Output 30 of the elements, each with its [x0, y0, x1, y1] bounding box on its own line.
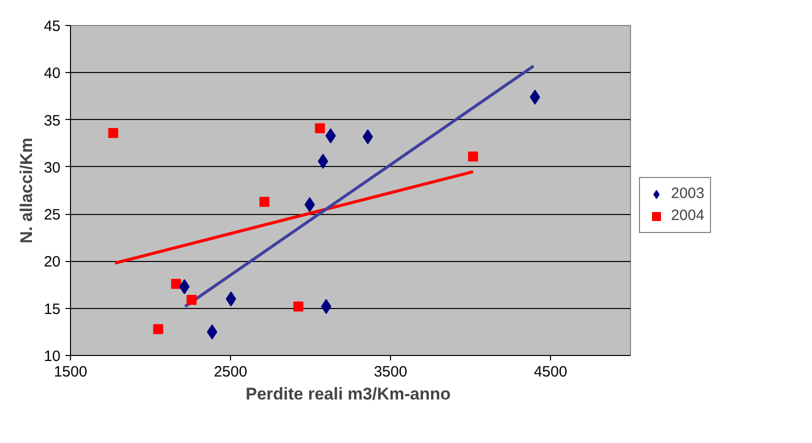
point: [226, 291, 236, 306]
point: [325, 128, 336, 144]
point: [293, 301, 304, 312]
point: [186, 294, 197, 305]
point: [318, 154, 328, 169]
point: [171, 278, 182, 289]
point: [530, 90, 540, 105]
y-tick-label: 15: [44, 300, 61, 318]
point: [314, 123, 325, 134]
point: [259, 196, 270, 207]
point: [468, 152, 478, 162]
x-axis-title: Perdite reali m3/Km-anno: [246, 384, 451, 404]
x-tick-label: 3500: [374, 364, 408, 380]
y-tick-label: 45: [44, 18, 61, 35]
point: [108, 128, 118, 138]
x-tick-label: 1500: [54, 364, 88, 380]
point: [206, 324, 218, 340]
y-tick-label: 20: [44, 254, 61, 271]
legend-label: 2004: [671, 207, 704, 224]
legend-label: 2003: [671, 185, 704, 202]
y-tick-label: 40: [44, 65, 61, 82]
x-tick-label: 2500: [214, 364, 248, 380]
y-axis-title: N. allacci/Km: [16, 138, 36, 244]
x-tick-label: 4500: [534, 364, 568, 380]
y-tick-label: 30: [44, 159, 61, 176]
y-tick-label: 10: [44, 348, 61, 365]
point: [153, 324, 164, 334]
point: [179, 279, 190, 294]
y-tick-label: 25: [44, 206, 61, 224]
y-tick-label: 35: [44, 112, 61, 130]
